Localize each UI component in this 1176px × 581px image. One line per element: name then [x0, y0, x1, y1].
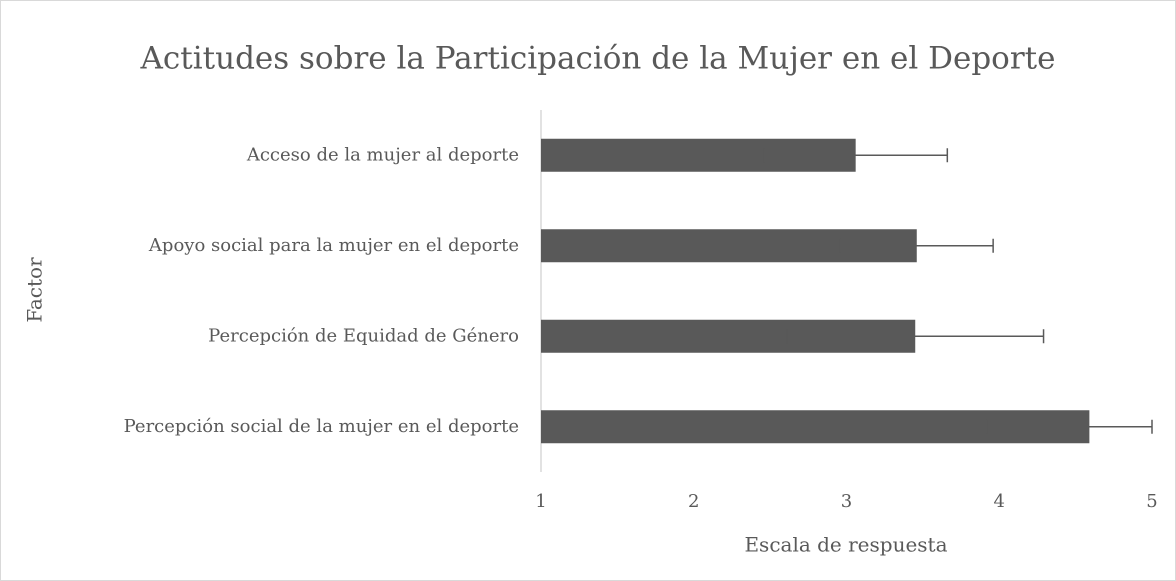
x-axis-title: Escala de respuesta [744, 533, 947, 557]
x-tick-label: 2 [688, 491, 699, 512]
error-bar [839, 238, 994, 253]
y-tick-label: Apoyo social para la mujer en el deporte [148, 235, 519, 256]
x-tick-label: 5 [1146, 491, 1157, 512]
x-tick-label: 1 [535, 491, 546, 512]
y-tick-label: Percepción de Equidad de Género [208, 325, 519, 346]
chart-title: Actitudes sobre la Participación de la M… [140, 41, 1056, 77]
error-bar [786, 329, 1045, 344]
error-bar [763, 148, 949, 163]
y-axis-title: Factor [23, 257, 47, 323]
error-bar [986, 419, 1153, 434]
y-tick-label: Percepción social de la mujer en el depo… [124, 416, 519, 437]
y-tick-label: Acceso de la mujer al deporte [246, 144, 519, 165]
x-tick-label: 4 [994, 491, 1005, 512]
x-tick-label: 3 [841, 491, 852, 512]
